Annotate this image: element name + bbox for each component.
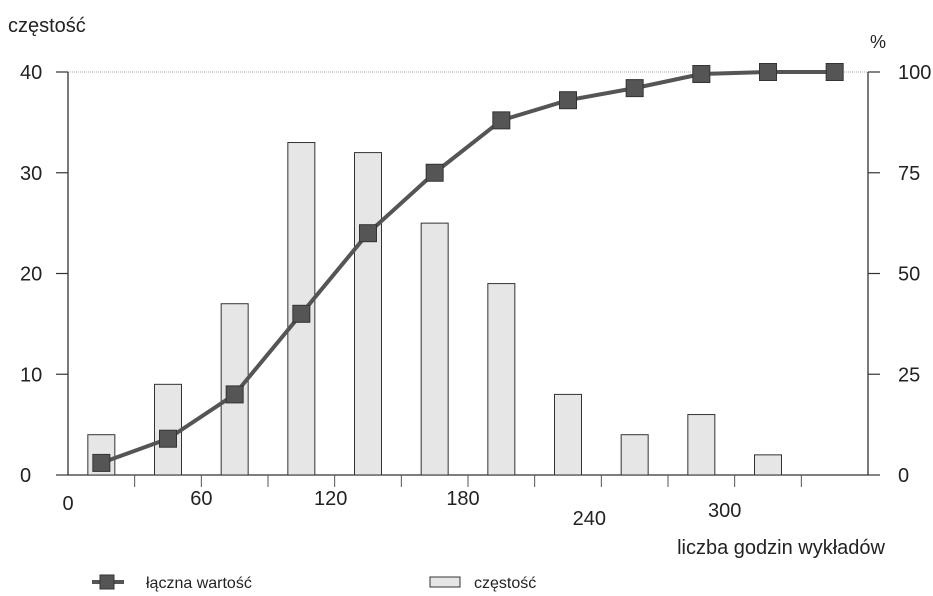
x-tick-label: 240 — [573, 508, 606, 530]
y-left-tick-label: 20 — [20, 264, 42, 286]
y-left-tick-label: 40 — [20, 62, 42, 84]
y-right-tick-label: 25 — [898, 364, 920, 386]
bar-165 — [420, 222, 449, 476]
line-point-135 — [359, 224, 377, 243]
bar-225 — [554, 393, 582, 476]
cumulative-line-group — [92, 63, 844, 472]
bar-315 — [754, 454, 782, 476]
legend-line-marker — [99, 574, 115, 590]
line-point-105 — [292, 304, 311, 323]
y-left-tick-label: 10 — [20, 364, 42, 386]
y-right-tick-label: 50 — [898, 264, 920, 286]
labels-group: 0 10 20 30 40 0 25 50 75 100 0 60 120 180 240 300 często… — [8, 15, 931, 559]
x-tick-label: 0 — [62, 493, 73, 515]
x-tick-label: 300 — [708, 500, 741, 522]
y-right-tick-label: 0 — [898, 465, 909, 487]
legend-bar-label: częstość — [474, 575, 536, 592]
bar-195 — [487, 283, 516, 476]
legend-line-label: łączna wartość — [146, 575, 252, 592]
line-point-45 — [159, 429, 177, 448]
line-point-285 — [692, 65, 711, 84]
x-tick-label: 180 — [446, 488, 479, 510]
legend: łączna wartość częstość — [92, 574, 536, 592]
bar-135 — [354, 152, 382, 476]
bar-255 — [620, 434, 649, 476]
line-point-345 — [825, 63, 844, 81]
bar-45 — [154, 383, 182, 476]
line-point-255 — [625, 79, 644, 98]
y-left-tick-label: 0 — [20, 465, 31, 487]
y-left-axis-title: częstość — [8, 15, 86, 37]
x-axis-title: liczba godzin wykładów — [677, 537, 885, 559]
line-point-75 — [225, 385, 244, 404]
line-point-195 — [492, 111, 511, 130]
y-left-tick-label: 30 — [20, 163, 42, 185]
y-right-tick-label: 75 — [898, 163, 920, 185]
bar-285 — [687, 414, 716, 476]
y-right-axis-title: % — [870, 32, 886, 52]
line-point-165 — [425, 163, 444, 182]
line-point-15 — [92, 453, 111, 472]
y-right-tick-label: 100 — [898, 62, 931, 84]
line-point-225 — [559, 91, 577, 110]
x-tick-label: 60 — [190, 488, 212, 510]
x-tick-label: 120 — [314, 488, 347, 510]
line-point-315 — [759, 63, 777, 81]
cumulative-line — [100, 70, 835, 465]
legend-bar-swatch — [429, 576, 461, 588]
